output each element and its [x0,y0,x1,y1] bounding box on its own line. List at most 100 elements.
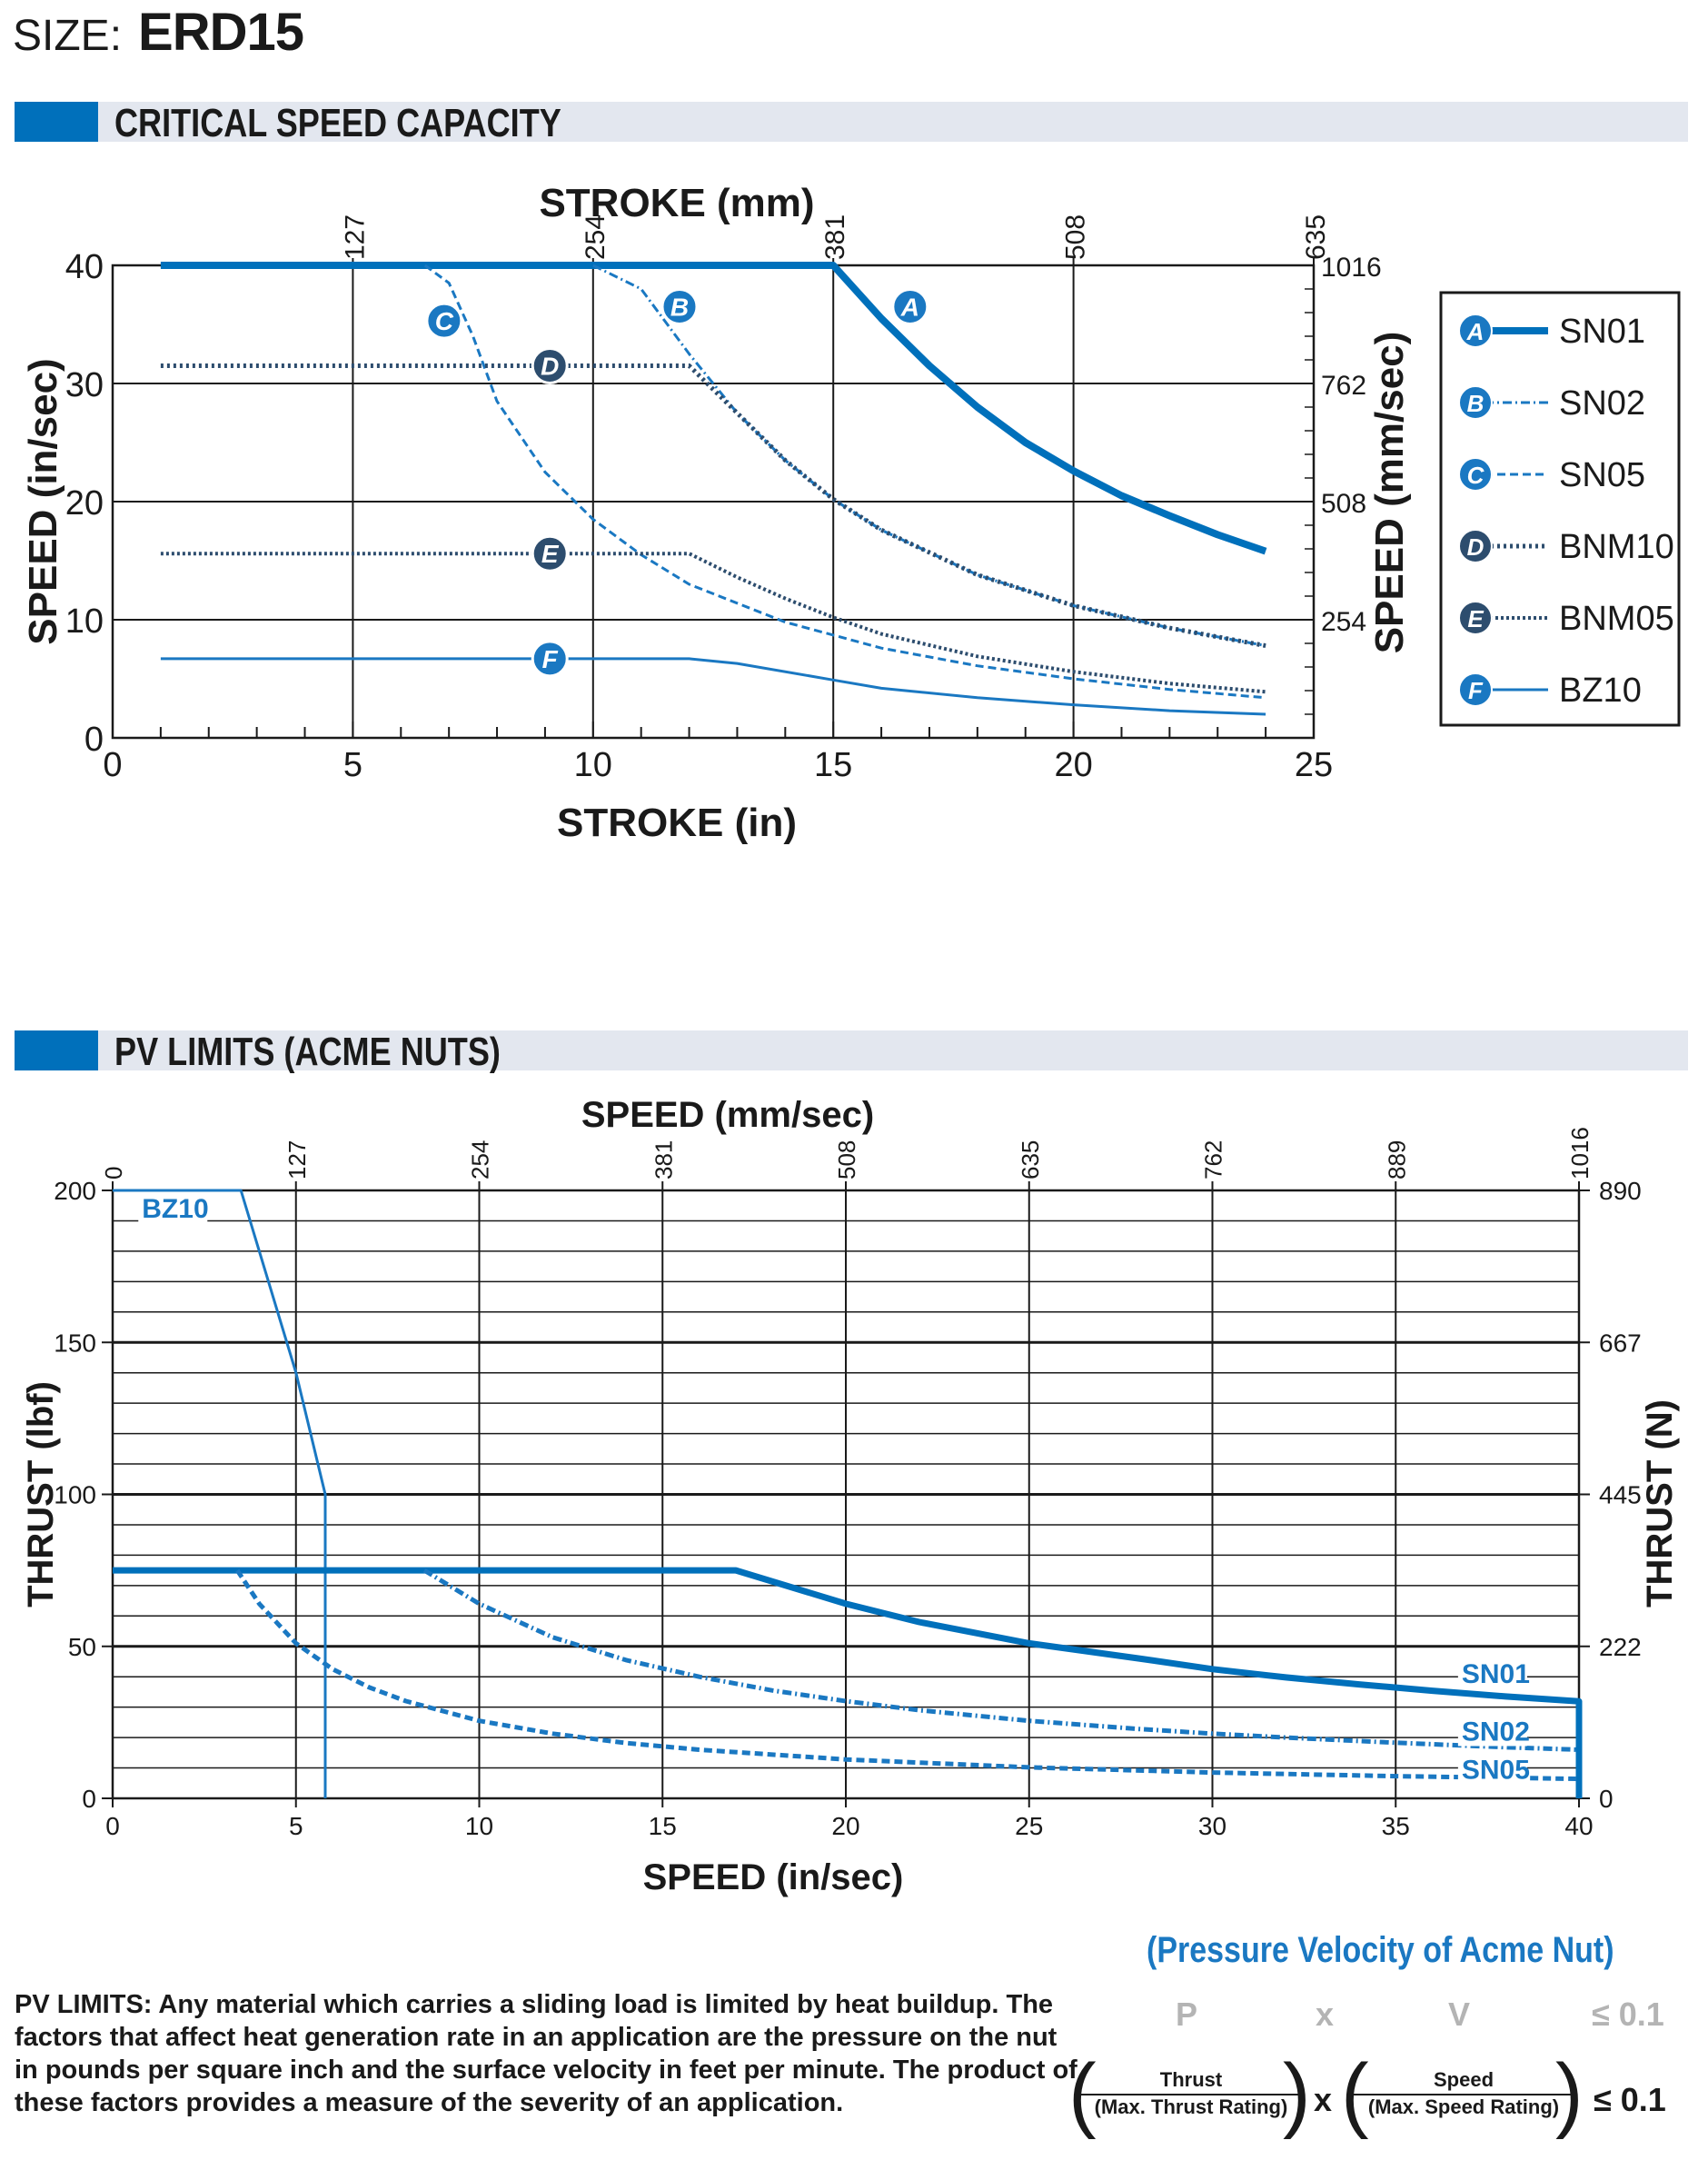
y-tick-label: 0 [82,1785,96,1813]
x-axis-title: STROKE (in) [557,801,797,845]
x-axis-title-top: STROKE (mm) [539,181,814,225]
y-axis-title-right: SPEED (mm/sec) [1367,332,1412,654]
section-accent [15,1030,98,1070]
y-tick-label: 10 [65,602,104,641]
right-tick-label: 890 [1599,1177,1642,1205]
label-bg [1457,1718,1527,1747]
series-line-sn01 [160,262,1267,555]
series-line-sn02 [422,1568,1580,1752]
label-text: BZ10 [142,1194,208,1224]
series-badge-f: F [531,640,569,678]
x-tick-label: 5 [343,746,362,784]
right-tick-label: 254 [1321,607,1366,637]
label-bg [138,1196,208,1224]
y-axis-title-right: THRUST (N) [1640,1399,1680,1608]
series-label-sn05: SN05 [1457,1755,1530,1785]
top-tick-label: 508 [1061,214,1091,260]
x-tick-label: 15 [814,746,852,784]
x-tick-label: 10 [574,746,612,784]
label-bg [1457,1660,1527,1688]
legend-badge [1458,601,1493,635]
badge-circle [425,302,463,340]
series-line-bnm05 [160,552,1266,694]
section-bar-pv-limits: PV LIMITS (ACME NUTS) [15,1030,1688,1074]
legend-label: BNM10 [1559,528,1674,566]
legend-frame [1439,291,1681,727]
size-header: SIZE: ERD15 [13,2,304,65]
section-title-pv-limits: PV LIMITS (ACME NUTS) [114,1030,501,1074]
formula-times: x [1314,2081,1333,2118]
badge-circle [531,534,569,572]
section-title-critical-speed: CRITICAL SPEED CAPACITY [114,101,561,145]
badge-letter: D [541,353,559,381]
paren-close: ) [1283,2047,1311,2140]
legend-badge-letter: E [1467,605,1484,632]
top-tick-label: 1016 [1566,1127,1594,1180]
legend-badge-letter: B [1467,390,1485,417]
top-tick-label: 889 [1383,1140,1410,1180]
x-tick-label: 0 [103,746,122,784]
legend-label: SN05 [1559,456,1645,494]
series-badge-e: E [531,534,569,572]
x-tick-label: 30 [1198,1812,1226,1840]
y-axis-title: SPEED (in/sec) [21,358,65,644]
thrust-numerator: Thrust [1077,2068,1305,2095]
badge-letter: A [900,294,919,322]
series-line-sn05 [423,264,1266,700]
legend-badge-letter: F [1468,677,1484,704]
top-tick-label: 508 [833,1140,860,1180]
legend-badge-letter: C [1467,462,1485,489]
size-value: ERD15 [138,3,304,62]
right-tick-label: 445 [1599,1481,1642,1509]
x-tick-label: 20 [831,1812,859,1840]
badge-circle [660,288,699,325]
x-tick-label: 25 [1295,746,1333,784]
label-text: SN05 [1462,1755,1530,1785]
legend-label: SN02 [1559,384,1645,423]
legend-item-sn01: A SN01 [1458,313,1645,351]
formula-p: P [1176,1996,1198,2033]
series-label-bz10: BZ10 [138,1194,209,1224]
y-tick-label: 100 [54,1481,96,1509]
legend-badge-letter: A [1466,318,1485,345]
speed-denominator: (Max. Speed Rating) [1367,2095,1560,2118]
y-tick-label: 50 [68,1633,96,1661]
x-tick-label: 0 [105,1812,120,1840]
top-tick-label: 762 [1200,1140,1227,1180]
x-axis-title: SPEED (in/sec) [643,1857,904,1897]
badge-letter: E [541,540,560,568]
series-line-sn05 [235,1568,1580,1782]
right-tick-label: 762 [1321,371,1366,401]
thrust-denominator: (Max. Thrust Rating) [1094,2095,1288,2118]
formula-result: ≤ 0.1 [1594,2081,1666,2118]
legend-badge [1458,672,1493,707]
section-bar-critical-speed: CRITICAL SPEED CAPACITY [15,101,1688,145]
legend-item-bnm05: E BNM05 [1458,600,1674,638]
x-tick-label: 10 [465,1812,493,1840]
speed-numerator: Speed [1350,2068,1577,2095]
top-tick-label: 254 [581,214,611,260]
right-tick-label: 667 [1599,1329,1642,1357]
x-tick-label: 35 [1382,1812,1410,1840]
right-tick-label: 508 [1321,489,1366,519]
legend-badge [1458,457,1493,492]
legend-item-bnm10: D BNM10 [1458,528,1674,566]
top-tick-label: 254 [467,1140,494,1180]
legend-label: SN01 [1559,313,1645,351]
series-label-sn02: SN02 [1457,1717,1530,1747]
pv-formula-title: (Pressure Velocity of Acme Nut) [1147,1930,1614,1970]
series-line-bz10 [113,1189,327,1798]
y-tick-label: 20 [65,484,104,523]
badge-circle [531,347,569,384]
label-bg [1457,1757,1527,1785]
legend-badge-letter: D [1467,533,1485,561]
series-badge-a: A [891,288,929,325]
right-tick-label: 1016 [1321,253,1382,283]
top-tick-label: 0 [100,1167,127,1180]
x-tick-label: 15 [649,1812,677,1840]
y-axis-title: THRUST (lbf) [21,1381,61,1608]
right-tick-label: 0 [1599,1785,1614,1813]
label-text: SN02 [1462,1717,1530,1747]
top-tick-label: 635 [1017,1140,1044,1180]
top-tick-label: 381 [820,214,850,260]
